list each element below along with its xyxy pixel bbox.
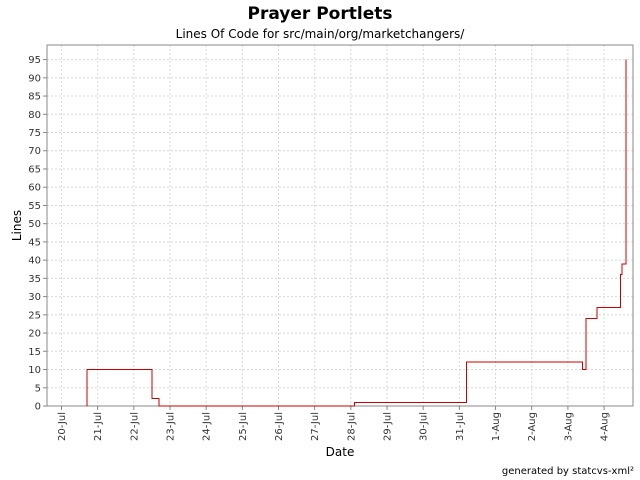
chart-subtitle: Lines Of Code for src/main/org/marketcha…: [175, 27, 465, 41]
y-tick-label: 90: [28, 73, 41, 84]
x-tick-label: 24-Jul: [202, 412, 213, 441]
x-tick-label: 20-Jul: [57, 412, 68, 441]
x-tick-label: 26-Jul: [274, 412, 285, 441]
y-tick-label: 80: [28, 110, 41, 121]
y-tick-label: 15: [28, 347, 41, 358]
y-tick-label: 5: [35, 383, 41, 394]
x-tick-label: 3-Aug: [563, 412, 574, 441]
y-tick-label: 30: [28, 292, 41, 303]
y-tick-label: 20: [28, 329, 41, 340]
y-tick-label: 55: [28, 201, 41, 212]
y-tick-label: 45: [28, 237, 41, 248]
y-tick-label: 25: [28, 310, 41, 321]
x-tick-label: 25-Jul: [238, 412, 249, 441]
x-tick-label: 29-Jul: [383, 412, 394, 441]
y-tick-label: 60: [28, 183, 41, 194]
x-tick-label: 27-Jul: [310, 412, 321, 441]
x-tick-label: 31-Jul: [455, 412, 466, 441]
y-tick-label: 40: [28, 256, 41, 267]
y-tick-label: 65: [28, 164, 41, 175]
y-tick-label: 95: [28, 55, 41, 66]
x-tick-label: 30-Jul: [419, 412, 430, 441]
y-tick-label: 85: [28, 92, 41, 103]
y-axis-label: Lines: [10, 210, 24, 241]
y-tick-label: 75: [28, 128, 41, 139]
x-tick-label: 1-Aug: [491, 412, 502, 441]
y-tick-label: 70: [28, 146, 41, 157]
x-tick-label: 28-Jul: [346, 412, 357, 441]
chart-title: Prayer Portlets: [247, 4, 393, 24]
plot-area: [47, 45, 633, 406]
footer-credit: generated by statcvs-xml²: [501, 466, 634, 477]
x-tick-label: 22-Jul: [129, 412, 140, 441]
y-tick-label: 35: [28, 274, 41, 285]
x-tick-label: 2-Aug: [527, 412, 538, 441]
y-tick-label: 0: [35, 402, 41, 413]
x-tick-label: 4-Aug: [600, 412, 611, 441]
series-line-1: [86, 59, 627, 407]
y-tick-label: 50: [28, 219, 41, 230]
x-axis-label: Date: [326, 445, 355, 459]
x-tick-label: 21-Jul: [93, 412, 104, 441]
x-tick-label: 23-Jul: [165, 412, 176, 441]
y-tick-label: 10: [28, 365, 41, 376]
